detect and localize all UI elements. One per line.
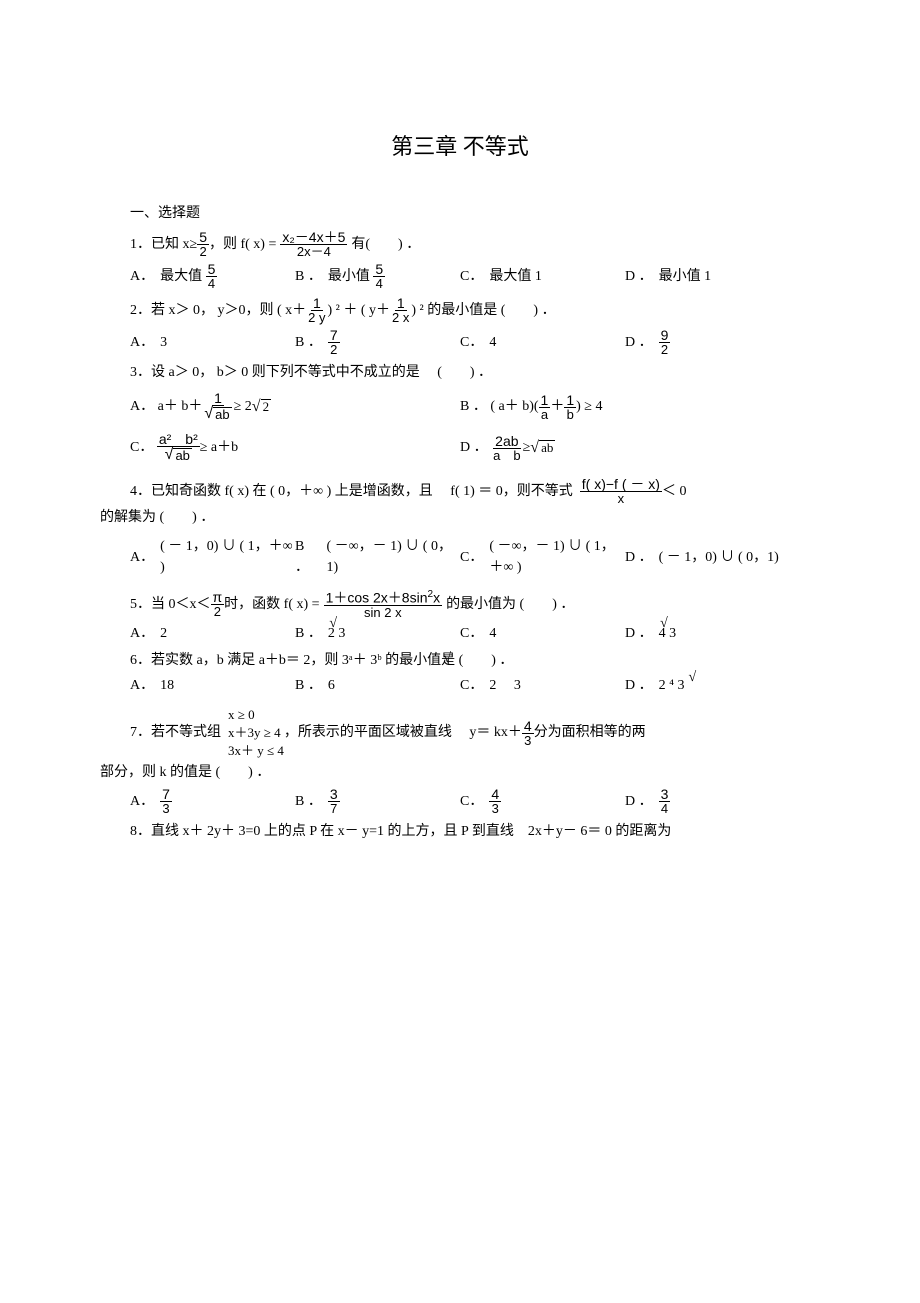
q4-opt-d: D ．( － 1，0) ∪ ( 0，1) [625,536,790,578]
q2-opt-d: D ．92 [625,328,790,356]
question-7-line2: 部分，则 k 的值是 ( ) ． [100,762,790,783]
q1-fx: x₂－4x＋5 2x－4 [280,230,347,258]
q4-opt-b: B ．( －∞，－ 1) ∪ ( 0， 1) [295,536,460,578]
q5-options: A．2 B ．2 3√ C．4 D ．4 3√ [130,623,790,644]
q2-options: A．3 B ．72 C．4 D ．92 [130,328,790,356]
q5-opt-b: B ．2 3√ [295,623,460,644]
q7-opt-a: A．73 [130,787,295,815]
q1-prefix: 1．已知 x≥ [130,234,197,255]
q3-opt-d: D ． 2aba b ≥ √ab [460,432,790,463]
q2-opt-b: B ．72 [295,328,460,356]
question-8: 8．直线 x＋ 2y＋ 3=0 上的点 P 在 x－ y=1 的上方，且 P 到… [130,821,790,842]
q7-opt-d: D ．34 [625,787,790,815]
q3-opt-c: C． a² b² √ab ≥ a＋b [130,432,460,463]
q7-opt-c: C．43 [460,787,625,815]
q6-options: A．18 B ．6 C．2 3 D ．2 ⁴ 3√ [130,675,790,696]
q6-opt-a: A．18 [130,675,295,696]
q5-opt-a: A．2 [130,623,295,644]
q6-opt-b: B ．6 [295,675,460,696]
q2-opt-c: C．4 [460,328,625,356]
q3-row2: C． a² b² √ab ≥ a＋b D ． 2aba b ≥ √ab [130,432,790,463]
question-4-line1: 4．已知奇函数 f( x) 在 ( 0，＋∞ ) 上是增函数，且 f( 1) ＝… [130,477,790,505]
q1-opt-d: D ． 最小值 1 [625,262,790,290]
chapter-title: 第三章 不等式 [130,130,790,163]
q1-options: A． 最大值 54 B ． 最小值 54 C． 最大值 1 D ． 最小值 1 [130,262,790,290]
question-1: 1．已知 x≥ 5 2 ，则 f( x) = x₂－4x＋5 2x－4 有( )… [130,230,790,258]
q4-opt-c: C．( －∞，－ 1) ∪ ( 1，＋∞ ) [460,536,625,578]
q3-opt-a: A． a＋ b＋ 1 √ab ≥ 2 √2 [130,391,460,422]
q6-opt-d: D ．2 ⁴ 3√ [625,675,790,696]
q3-opt-b: B ． ( a＋ b)( 1a ＋ 1b ) ≥ 4 [460,391,790,422]
sqrt-icon: √ [443,648,451,669]
q1-opt-a: A． 最大值 54 [130,262,295,290]
question-7: 7．若不等式组 x ≥ 0 x＋3y ≥ 4 3x＋ y ≤ 4 ，所表示的平面… [130,706,790,761]
question-4-line2: 的解集为 ( ) ． [100,507,790,528]
q1-opt-c: C． 最大值 1 [460,262,625,290]
q1-frac1: 5 2 [197,230,209,258]
q7-options: A．73 B ．37 C．43 D ．34 [130,787,790,815]
q3-row1: A． a＋ b＋ 1 √ab ≥ 2 √2 B ． ( a＋ b)( 1a ＋ … [130,391,790,422]
question-5: 5．当 0＜x＜ π2 时，函数 f( x) = 1＋cos 2x＋8sin2x… [130,590,790,619]
q6-opt-c: C．2 3 [460,675,625,696]
question-2: 2．若 x＞ 0， y＞0，则 ( x＋ 12 y ) ² ＋ ( y＋ 12 … [130,296,790,324]
question-3: 3．设 a＞ 0， b＞ 0 则下列不等式中不成立的是 ( ) ． [130,362,790,383]
q1-opt-b: B ． 最小值 54 [295,262,460,290]
q1-mid: ，则 f( x) = [209,234,276,255]
q4-opt-a: A．( － 1，0) ∪ ( 1，＋∞ ) [130,536,295,578]
q5-opt-c: C．4 [460,623,625,644]
q2-opt-a: A．3 [130,328,295,356]
section-1-heading: 一、选择题 [130,203,790,224]
q7-system: x ≥ 0 x＋3y ≥ 4 3x＋ y ≤ 4 [228,706,284,761]
q7-opt-b: B ．37 [295,787,460,815]
q4-options: A．( － 1，0) ∪ ( 1，＋∞ ) B ．( －∞，－ 1) ∪ ( 0… [130,536,790,584]
q1-suffix: 有( ) ． [351,234,420,255]
q5-opt-d: D ．4 3√ [625,623,790,644]
